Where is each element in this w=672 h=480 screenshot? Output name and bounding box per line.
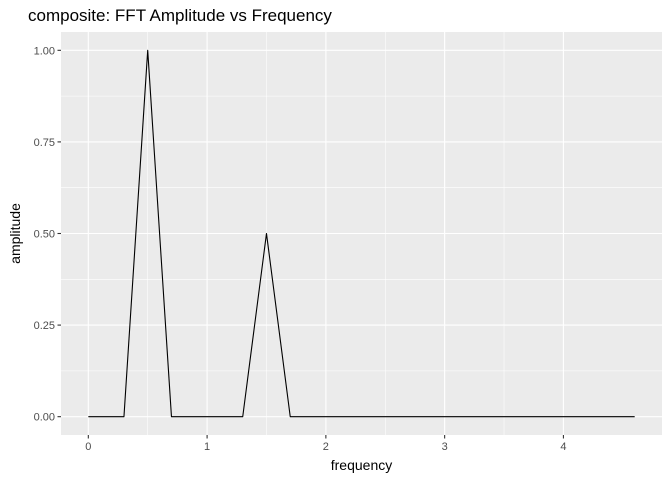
y-tick-label: 1.00: [34, 45, 55, 57]
y-tick-label: 0.25: [34, 320, 55, 332]
x-tick-label: 1: [204, 441, 210, 453]
x-axis-title: frequency: [331, 457, 392, 473]
x-axis-ticks: 0 1 2 3 4: [85, 435, 566, 453]
y-axis-title: amplitude: [7, 203, 23, 264]
chart-title: composite: FFT Amplitude vs Frequency: [28, 6, 332, 25]
y-tick-label: 0.00: [34, 412, 55, 424]
series-layer: [88, 49, 635, 418]
x-tick-label: 4: [560, 441, 566, 453]
x-tick-label: 3: [442, 441, 448, 453]
y-axis-ticks: 0.00 0.25 0.50 0.75 1.00: [34, 45, 61, 424]
series-line: [88, 49, 635, 418]
y-tick-label: 0.50: [34, 229, 55, 241]
x-tick-label: 2: [323, 441, 329, 453]
x-tick-label: 0: [85, 441, 91, 453]
y-tick-label: 0.75: [34, 137, 55, 149]
